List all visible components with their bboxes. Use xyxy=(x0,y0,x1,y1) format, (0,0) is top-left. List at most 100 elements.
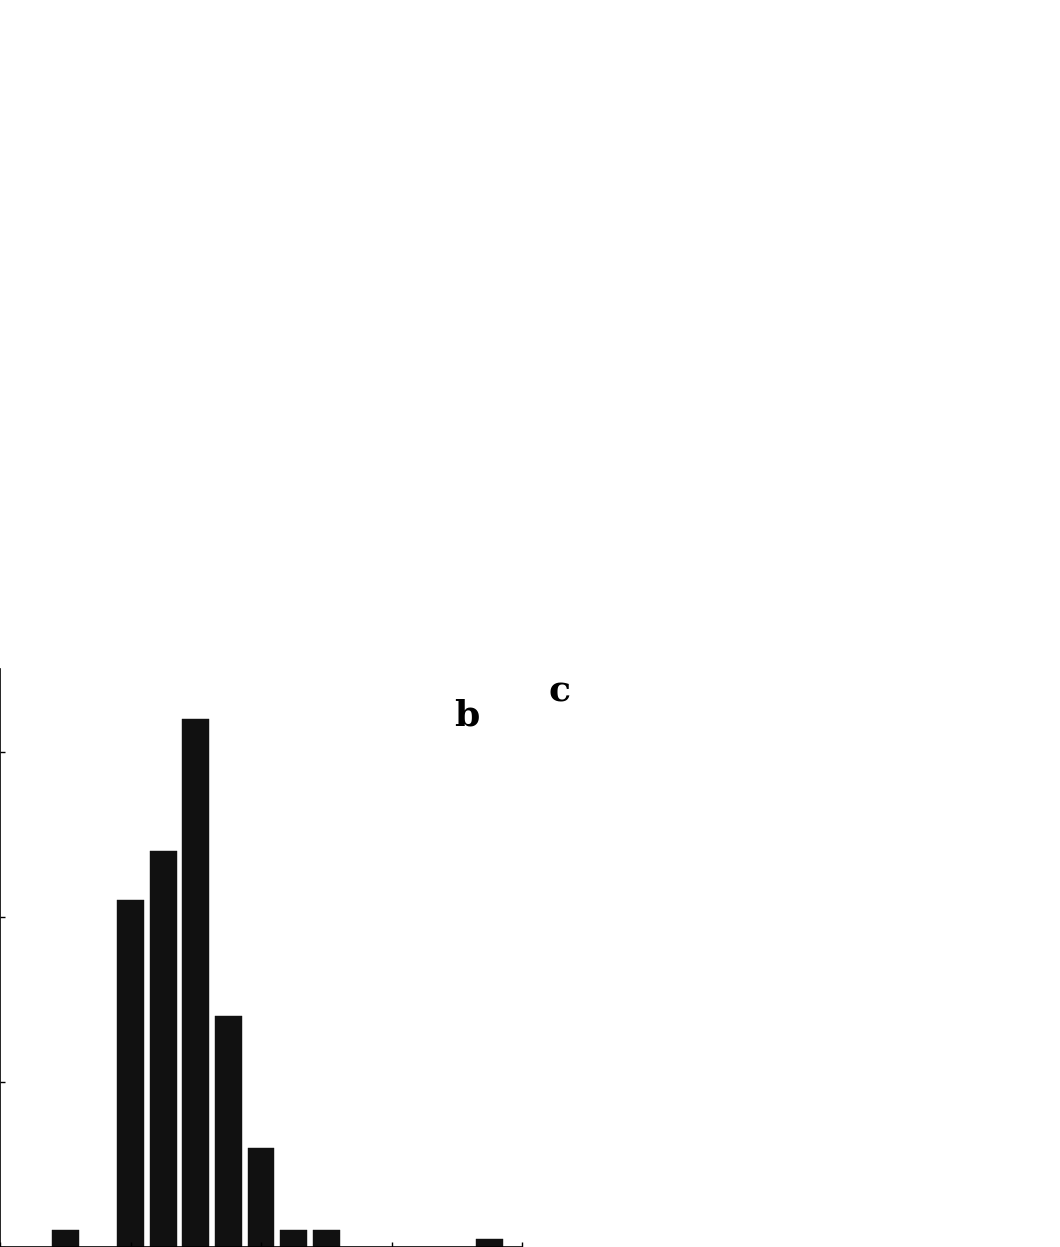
Point xyxy=(775,556,792,576)
Point xyxy=(657,587,674,607)
Point xyxy=(982,599,999,619)
Point xyxy=(868,209,885,229)
Point xyxy=(102,421,119,441)
Point xyxy=(866,807,883,827)
Point xyxy=(331,319,348,339)
Point xyxy=(809,252,826,272)
Point xyxy=(672,461,689,481)
Point xyxy=(292,451,308,471)
Point xyxy=(482,622,499,642)
Point xyxy=(682,959,699,979)
Point xyxy=(263,403,280,423)
Point xyxy=(862,547,879,567)
Point xyxy=(492,212,509,232)
Point xyxy=(948,379,965,399)
Point xyxy=(176,27,193,47)
Point xyxy=(912,325,929,345)
Point xyxy=(650,913,667,933)
Point xyxy=(109,370,126,390)
Point xyxy=(689,449,706,469)
Point xyxy=(393,572,410,592)
Point xyxy=(338,96,355,116)
Point xyxy=(255,499,272,519)
Point xyxy=(262,604,279,624)
Point xyxy=(1041,606,1058,626)
Point xyxy=(755,348,772,368)
Point xyxy=(611,332,628,352)
Point xyxy=(702,562,719,582)
Point xyxy=(699,254,716,274)
Point xyxy=(631,303,648,323)
Point xyxy=(800,513,817,532)
Point xyxy=(298,261,315,281)
Point xyxy=(441,222,458,242)
Point xyxy=(803,335,820,355)
Point xyxy=(791,513,808,532)
Point xyxy=(266,26,283,46)
Point xyxy=(479,231,496,251)
Point xyxy=(23,413,40,433)
Point xyxy=(216,562,233,582)
Point xyxy=(580,519,597,539)
Point xyxy=(906,527,923,547)
Point xyxy=(713,113,730,133)
Point xyxy=(730,552,747,572)
Point xyxy=(685,481,702,501)
Point xyxy=(1013,474,1030,494)
Point xyxy=(516,471,533,491)
Point xyxy=(653,0,670,12)
Point xyxy=(540,529,556,549)
Point xyxy=(759,489,776,509)
Point xyxy=(922,451,939,471)
Point xyxy=(673,276,690,296)
Point xyxy=(584,483,601,503)
Point xyxy=(474,493,491,513)
Point xyxy=(691,495,708,515)
Point xyxy=(757,57,774,77)
Point xyxy=(338,121,355,141)
Point xyxy=(613,59,630,79)
Point xyxy=(178,522,195,542)
Point xyxy=(671,500,688,520)
Point xyxy=(302,435,319,455)
Point xyxy=(932,466,949,486)
Point xyxy=(906,348,923,368)
Point xyxy=(825,451,842,471)
Point xyxy=(188,448,205,468)
Point xyxy=(650,80,667,100)
Point xyxy=(1041,559,1058,579)
Point xyxy=(575,599,591,619)
Point xyxy=(404,562,421,582)
Point xyxy=(19,545,36,565)
Point xyxy=(423,458,440,478)
Point xyxy=(850,284,867,304)
Point xyxy=(395,370,412,390)
Point xyxy=(456,100,473,120)
Point xyxy=(435,325,452,345)
Point xyxy=(906,569,923,589)
Point xyxy=(504,443,520,463)
Point xyxy=(227,531,244,551)
Point xyxy=(660,211,677,231)
Point xyxy=(1032,309,1049,329)
Point xyxy=(772,303,789,323)
Point xyxy=(758,395,775,415)
Point xyxy=(314,368,331,388)
Point xyxy=(787,84,803,104)
Point xyxy=(692,792,709,812)
Point xyxy=(677,551,694,571)
Point xyxy=(849,125,866,145)
Point xyxy=(501,247,518,267)
Point xyxy=(547,419,564,439)
Point xyxy=(440,557,457,577)
Point xyxy=(393,113,410,133)
Point xyxy=(796,128,813,148)
Point xyxy=(735,253,752,273)
Point xyxy=(908,284,925,304)
Point xyxy=(707,616,724,636)
Point xyxy=(846,241,863,261)
Point xyxy=(561,388,578,408)
Point xyxy=(538,503,555,522)
Point xyxy=(870,522,887,542)
Point xyxy=(372,451,389,471)
